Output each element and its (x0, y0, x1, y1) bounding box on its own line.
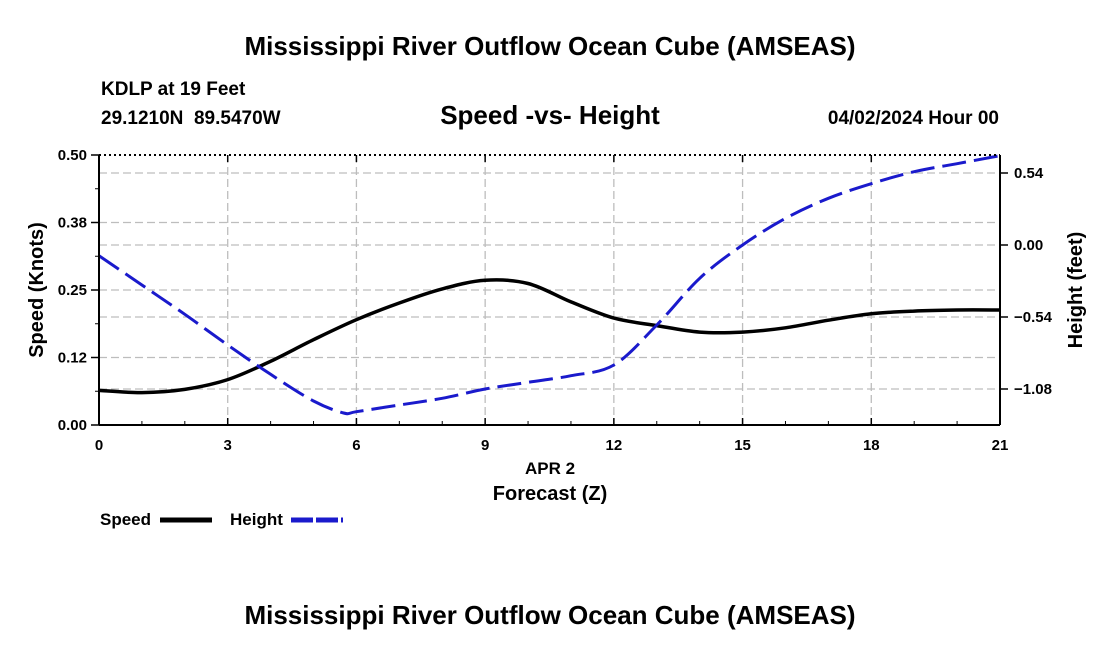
y-right-tick-label-2: −0.54 (1014, 309, 1053, 326)
y-left-tick-label-3: 0.38 (58, 215, 87, 232)
y-axis-title-left: Speed (Knots) (26, 222, 48, 358)
y-right-tick-label-0: 0.54 (1014, 165, 1044, 182)
x-tick-label-15: 15 (734, 437, 751, 454)
main-title: Mississippi River Outflow Ocean Cube (AM… (244, 31, 855, 61)
y-left-tick-label-0: 0.00 (58, 417, 87, 434)
x-tick-label-21: 21 (992, 437, 1009, 454)
x-tick-label-9: 9 (481, 437, 489, 454)
chart-title: Speed -vs- Height (440, 100, 660, 130)
x-axis-title: Forecast (Z) (493, 483, 607, 505)
y-left-tick-label-1: 0.12 (58, 350, 87, 367)
series-line-height (98, 154, 1001, 416)
x-tick-label-0: 0 (95, 437, 103, 454)
legend-label-speed: Speed (100, 510, 151, 529)
y-left-tick-label-4: 0.50 (58, 147, 87, 164)
x-tick-label-3: 3 (224, 437, 232, 454)
plot-frame (98, 154, 1001, 426)
legend-label-height: Height (230, 510, 283, 529)
station-label: KDLP at 19 Feet (101, 79, 246, 100)
y-right-tick-label-3: −1.08 (1014, 381, 1052, 398)
footer-title: Mississippi River Outflow Ocean Cube (AM… (244, 600, 855, 630)
x-axis-date-label: APR 2 (525, 459, 575, 478)
x-tick-label-12: 12 (606, 437, 623, 454)
x-tick-label-18: 18 (863, 437, 880, 454)
tick-layer: 0 3 6 9 12 15 18 21 0.00 0.12 0.25 0.38 0.50 0.54 0.00… (58, 147, 1053, 454)
grid-lines (99, 155, 1000, 425)
series-layer (98, 154, 1001, 416)
y-axis-title-right: Height (feet) (1065, 232, 1087, 349)
x-tick-label-6: 6 (352, 437, 360, 454)
y-left-tick-label-2: 0.25 (58, 282, 87, 299)
legend: Speed Height (100, 510, 343, 529)
series-line-speed (98, 278, 1001, 395)
forecast-datetime: 04/02/2024 Hour 00 (828, 108, 999, 129)
y-right-tick-label-1: 0.00 (1014, 237, 1043, 254)
station-coordinates: 29.1210N 89.5470W (101, 108, 281, 129)
